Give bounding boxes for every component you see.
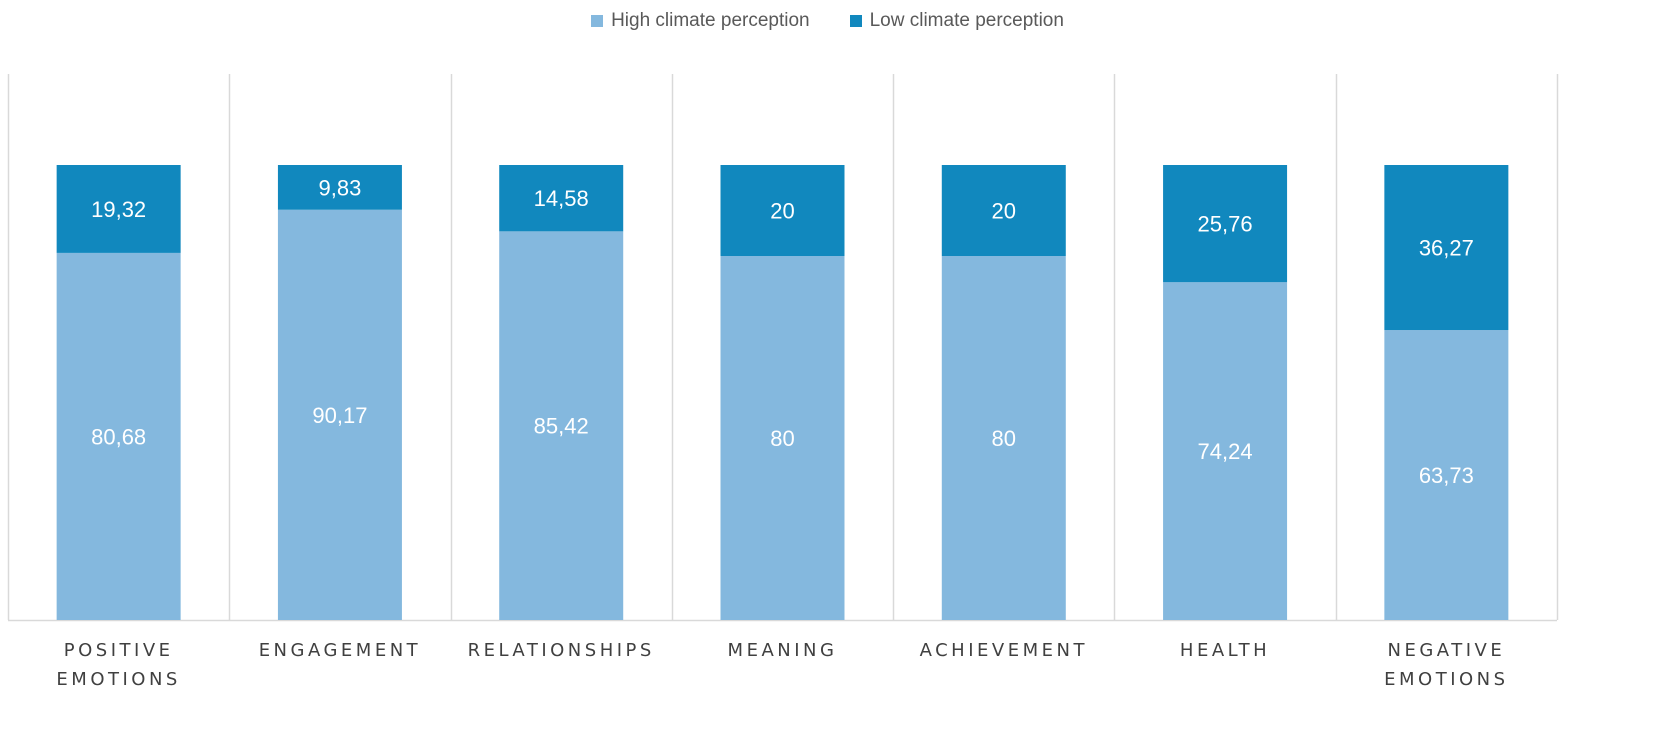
category-label-6: NEGATIVE — [1388, 640, 1506, 661]
bar-high-0 — [56, 252, 181, 620]
data-label-high-6: 63,73 — [1419, 463, 1474, 488]
data-label-high-3: 80 — [770, 426, 794, 451]
legend-label-low: Low climate perception — [869, 10, 1064, 31]
category-label-2: RELATIONSHIPS — [468, 640, 655, 661]
bar-low-1 — [277, 165, 402, 210]
legend: High climate perception Low climate perc… — [0, 8, 1655, 34]
data-label-high-4: 80 — [992, 426, 1016, 451]
bar-high-5 — [1163, 282, 1288, 620]
category-label-0: EMOTIONS — [56, 669, 180, 690]
data-label-low-2: 14,58 — [534, 186, 589, 211]
data-label-high-5: 74,24 — [1198, 439, 1253, 464]
bar-low-2 — [499, 165, 624, 232]
legend-swatch-high — [591, 15, 604, 27]
data-label-high-0: 80,68 — [91, 424, 146, 449]
data-label-low-3: 20 — [770, 199, 794, 224]
data-label-low-0: 19,32 — [91, 197, 146, 222]
legend-label-high: High climate perception — [611, 10, 810, 31]
category-label-1: ENGAGEMENT — [259, 640, 421, 661]
category-label-3: MEANING — [728, 640, 838, 661]
data-label-low-6: 36,27 — [1419, 236, 1474, 261]
legend-item-high: High climate perception — [591, 10, 810, 32]
bar-high-1 — [277, 209, 402, 620]
data-label-high-2: 85,42 — [534, 414, 589, 439]
category-label-6: EMOTIONS — [1384, 669, 1508, 690]
legend-swatch-low — [849, 15, 862, 27]
bar-high-2 — [499, 231, 624, 621]
category-label-0: POSITIVE — [64, 640, 174, 661]
data-label-high-1: 90,17 — [312, 403, 367, 428]
bar-low-5 — [1163, 165, 1288, 283]
bar-high-4 — [941, 256, 1066, 620]
data-label-low-5: 25,76 — [1198, 212, 1253, 237]
bar-low-0 — [56, 165, 181, 253]
bar-low-3 — [720, 165, 845, 256]
bar-high-3 — [720, 256, 845, 620]
bar-high-6 — [1384, 330, 1509, 620]
data-label-low-4: 20 — [992, 199, 1016, 224]
data-label-low-1: 9,83 — [319, 175, 362, 200]
category-label-4: ACHIEVEMENT — [920, 640, 1088, 661]
category-label-5: HEALTH — [1180, 640, 1270, 661]
legend-item-low: Low climate perception — [849, 10, 1064, 32]
bar-low-4 — [941, 165, 1066, 256]
bar-low-6 — [1384, 165, 1509, 331]
